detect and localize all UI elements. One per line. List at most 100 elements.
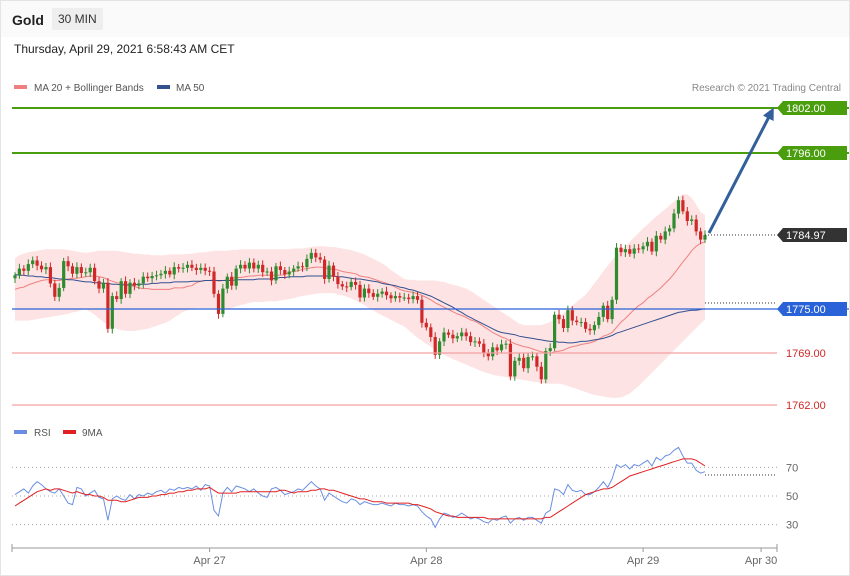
candle xyxy=(433,332,437,359)
candle xyxy=(292,265,296,277)
candle xyxy=(261,260,265,277)
candle-body xyxy=(561,319,566,328)
candle-body xyxy=(645,241,650,247)
candle-body xyxy=(159,273,163,276)
candle-body xyxy=(499,344,504,351)
candle xyxy=(668,224,672,236)
candle-body xyxy=(464,332,468,337)
candle xyxy=(101,278,106,293)
rsi-tick-label: 50 xyxy=(786,491,798,503)
x-axis: Apr 27 Apr 28 Apr 29 Apr 30 xyxy=(11,544,778,567)
candle-body xyxy=(230,276,234,286)
candle-body xyxy=(66,261,70,267)
candle-body xyxy=(575,320,579,323)
candle-body xyxy=(486,352,490,357)
timeframe-badge[interactable]: 30 MIN xyxy=(52,8,103,30)
candle xyxy=(150,271,154,283)
candle xyxy=(694,214,698,236)
candle-body xyxy=(566,310,570,328)
candle-body xyxy=(225,276,229,289)
x-axis-tick-label: Apr 29 xyxy=(627,555,659,567)
candle xyxy=(239,260,243,274)
candle-body xyxy=(690,219,694,221)
rsi-tick-label: 70 xyxy=(786,462,798,474)
candle xyxy=(429,323,433,342)
candle xyxy=(628,245,632,257)
candle xyxy=(340,280,344,291)
candle xyxy=(508,338,512,381)
candle xyxy=(376,289,380,302)
candle-body xyxy=(451,334,455,339)
candle xyxy=(190,260,194,272)
candle-body xyxy=(62,261,66,288)
candle-body xyxy=(137,283,141,286)
candle-body xyxy=(154,275,159,277)
candle-body xyxy=(340,284,344,287)
candle-body xyxy=(177,267,181,269)
candle xyxy=(663,226,667,245)
candle-body xyxy=(172,267,176,275)
candle xyxy=(389,292,393,303)
candle-body xyxy=(389,295,393,299)
candle xyxy=(154,270,159,281)
candle-body xyxy=(39,265,44,270)
candle-body xyxy=(429,327,433,337)
candle xyxy=(597,312,601,329)
candle-body xyxy=(654,235,658,252)
candle-body xyxy=(190,264,194,268)
candle-body xyxy=(318,257,322,260)
candle-body xyxy=(300,266,305,268)
candle xyxy=(13,272,17,284)
candle-body xyxy=(371,293,375,297)
candle xyxy=(97,276,101,294)
candle xyxy=(641,242,645,254)
candle-body xyxy=(504,343,508,345)
candle-body xyxy=(358,284,362,298)
candle-body xyxy=(216,293,221,314)
resistance-2-value: 1802.00 xyxy=(786,103,826,115)
candle xyxy=(234,265,238,290)
candle xyxy=(181,263,185,273)
candle-body xyxy=(681,200,685,212)
candle-body xyxy=(292,268,296,272)
candle xyxy=(464,328,468,341)
candle xyxy=(535,352,539,372)
candle-body xyxy=(614,247,619,300)
candle xyxy=(561,315,566,333)
candle-body xyxy=(309,252,313,259)
candle xyxy=(566,305,570,333)
candle xyxy=(398,292,402,303)
rsi-line xyxy=(14,446,706,529)
candle-body xyxy=(477,341,481,344)
candles xyxy=(13,195,707,384)
candle-body xyxy=(234,268,238,286)
candle xyxy=(491,342,495,361)
candle xyxy=(482,338,486,358)
candle-body xyxy=(26,264,30,271)
legend-ma20-label: MA 20 + Bollinger Bands xyxy=(34,83,144,94)
candle-body xyxy=(393,296,397,299)
candle-body xyxy=(442,332,446,342)
candle-body xyxy=(433,337,437,355)
candle xyxy=(274,262,278,284)
candle-body xyxy=(438,341,442,355)
candle xyxy=(442,327,446,347)
candle-body xyxy=(88,267,92,273)
candle-body xyxy=(278,266,282,270)
candle-body xyxy=(526,357,530,369)
candle-body xyxy=(17,268,21,276)
candle xyxy=(623,244,627,257)
candle xyxy=(451,329,455,344)
candle xyxy=(659,232,663,244)
legend-rsi-ma-label: 9MA xyxy=(82,428,103,439)
candle-body xyxy=(544,351,548,380)
candle xyxy=(632,244,636,259)
candle-body xyxy=(141,276,145,284)
legend-ma50-swatch xyxy=(157,85,170,89)
candle-body xyxy=(199,267,203,270)
candle xyxy=(137,279,141,290)
candle xyxy=(473,337,477,347)
candle-body xyxy=(239,264,243,269)
candle xyxy=(66,256,70,272)
